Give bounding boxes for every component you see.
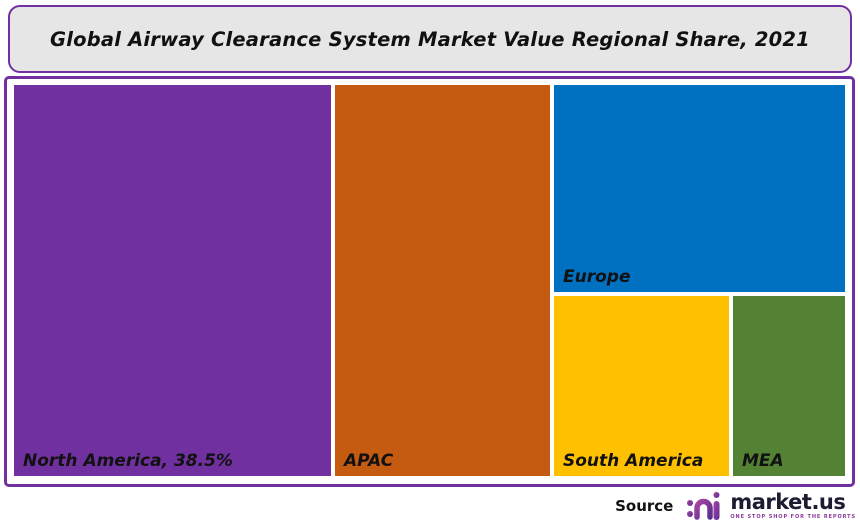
marketus-logo-text: market.us ONE STOP SHOP FOR THE REPORTS	[730, 492, 856, 520]
treemap-cell-south-america: South America	[554, 296, 729, 476]
treemap-bottom-row: South America MEA	[554, 296, 845, 476]
treemap-cell-mea: MEA	[733, 296, 845, 476]
region-label-mea: MEA	[742, 451, 784, 471]
region-label-apac: APAC	[344, 451, 394, 471]
region-label-south-america: South America	[563, 451, 704, 471]
region-label-europe: Europe	[563, 267, 631, 287]
source-label: Source	[615, 497, 674, 515]
region-label-north-america: North America, 38.5%	[23, 451, 233, 471]
source-attribution: Source market.us ONE STOP SHOP FOR THE R…	[0, 487, 856, 525]
brand-name: market.us	[730, 490, 846, 514]
treemap-cell-apac: APAC	[335, 85, 550, 476]
treemap-cell-europe: Europe	[554, 85, 845, 292]
chart-title-banner: Global Airway Clearance System Market Va…	[8, 5, 852, 73]
marketus-logo-icon	[687, 492, 720, 520]
treemap: North America, 38.5% APAC Europe South A…	[14, 85, 845, 476]
treemap-right-column: Europe South America MEA	[554, 85, 845, 476]
treemap-cell-north-america: North America, 38.5%	[14, 85, 331, 476]
marketus-logo: market.us ONE STOP SHOP FOR THE REPORTS	[685, 490, 856, 522]
treemap-frame: North America, 38.5% APAC Europe South A…	[4, 76, 855, 487]
chart-title: Global Airway Clearance System Market Va…	[50, 27, 810, 51]
brand-tagline: ONE STOP SHOP FOR THE REPORTS	[730, 514, 856, 520]
